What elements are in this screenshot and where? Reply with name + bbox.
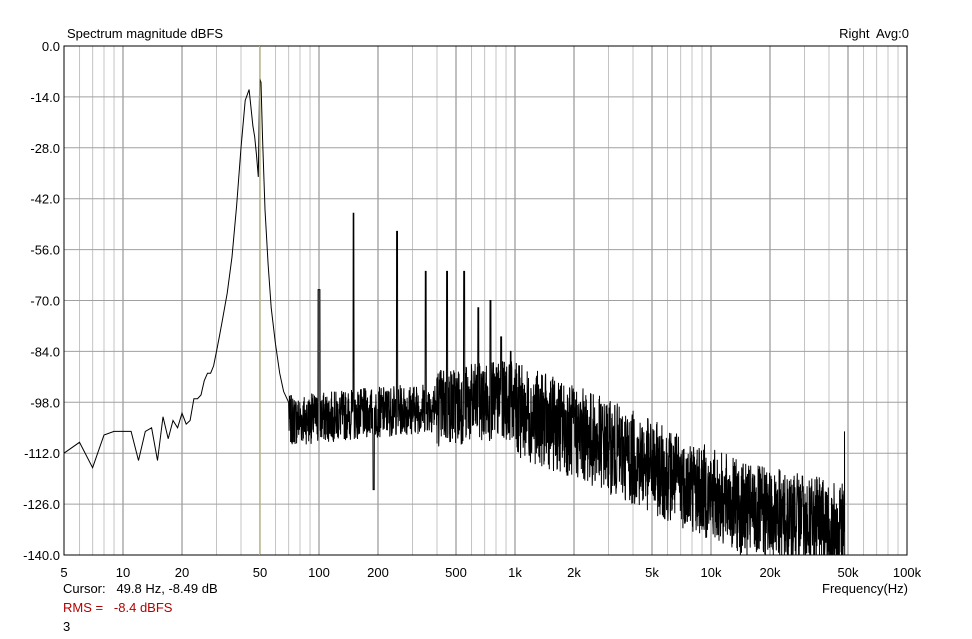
x-tick-label: 100: [308, 565, 330, 580]
y-tick-label: 0.0: [42, 39, 60, 54]
y-tick-label: -140.0: [23, 548, 60, 563]
x-tick-label: 50k: [838, 565, 859, 580]
x-tick-label: 20k: [760, 565, 781, 580]
spectrum-line: [63, 78, 846, 556]
y-tick-label: -70.0: [30, 294, 60, 309]
chart-title: Spectrum magnitude dBFS: [67, 26, 224, 41]
x-tick-label: 10k: [701, 565, 722, 580]
x-tick-label: 100k: [893, 565, 922, 580]
channel-label: Right Avg:0: [839, 26, 909, 41]
spectrum-trace: [63, 78, 846, 556]
rms-readout: RMS = -8.4 dBFS: [63, 600, 173, 615]
x-tick-label: 5k: [645, 565, 659, 580]
y-tick-label: -126.0: [23, 497, 60, 512]
x-tick-label: 50: [253, 565, 267, 580]
y-tick-label: -98.0: [30, 395, 60, 410]
y-tick-label: -56.0: [30, 243, 60, 258]
x-tick-label: 200: [367, 565, 389, 580]
x-axis-label: Frequency(Hz): [822, 581, 908, 596]
y-tick-label: -84.0: [30, 344, 60, 359]
x-tick-label: 10: [116, 565, 130, 580]
x-tick-label: 1k: [508, 565, 522, 580]
y-tick-label: -28.0: [30, 141, 60, 156]
cursor-readout: Cursor: 49.8 Hz, -8.49 dB: [63, 581, 218, 596]
y-axis-ticks: 0.0 -14.0 -28.0 -42.0 -56.0 -70.0 -84.0 -98.0 -1…: [23, 39, 60, 563]
x-tick-label: 5: [60, 565, 67, 580]
x-tick-label: 500: [445, 565, 467, 580]
x-axis-ticks: 5 10 20 50 100 200 500 1k 2k 5k 10k 20k 50k 100k: [60, 565, 921, 580]
y-tick-label: -42.0: [30, 192, 60, 207]
x-tick-label: 20: [175, 565, 189, 580]
x-tick-label: 2k: [567, 565, 581, 580]
y-tick-label: -112.0: [24, 446, 60, 461]
y-tick-label: -14.0: [30, 90, 60, 105]
index-label: 3: [63, 619, 71, 634]
plot-frame: [63, 45, 908, 556]
